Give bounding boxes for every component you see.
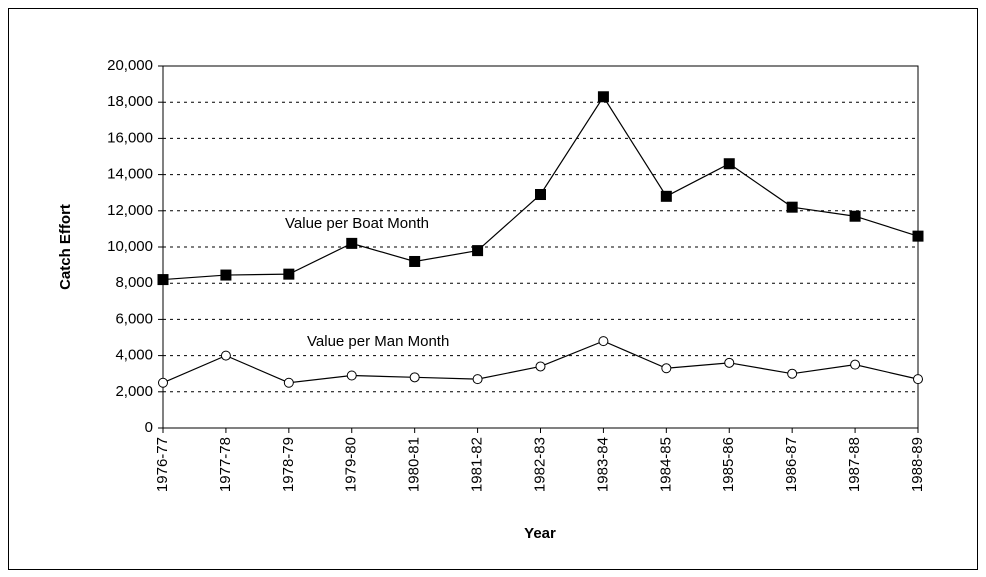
data-point (220, 350, 231, 361)
y-tick-label: 0 (145, 419, 153, 436)
y-tick-label: 6,000 (115, 310, 153, 327)
x-tick-label: 1977-78 (217, 437, 234, 492)
data-point (409, 255, 421, 267)
y-tick-label: 12,000 (107, 202, 153, 219)
data-point (158, 377, 168, 388)
x-axis-title: Year (524, 525, 556, 542)
x-tick-label: 1983-84 (594, 437, 611, 492)
data-point (723, 158, 735, 170)
series-label: Value per Man Month (307, 333, 449, 350)
data-point (660, 190, 672, 202)
x-tick-label: 1985-86 (720, 437, 737, 492)
y-tick-label: 14,000 (107, 166, 153, 183)
x-tick-label: 1978-79 (280, 437, 297, 492)
data-point (535, 361, 546, 372)
data-point (661, 363, 672, 374)
y-tick-label: 8,000 (115, 274, 153, 291)
x-tick-label: 1986-87 (783, 437, 800, 492)
y-tick-label: 18,000 (107, 93, 153, 110)
data-point (346, 237, 358, 249)
data-point (849, 210, 861, 222)
data-point (850, 359, 861, 370)
y-tick-label: 16,000 (107, 129, 153, 146)
x-tick-label: 1976-77 (154, 437, 171, 492)
y-tick-label: 10,000 (107, 238, 153, 255)
data-point (283, 268, 295, 280)
data-point (283, 377, 294, 388)
data-point (220, 269, 232, 281)
data-point (912, 230, 924, 242)
data-point (597, 91, 609, 103)
x-tick-label: 1982-83 (531, 437, 548, 492)
data-point (724, 357, 735, 368)
data-point (472, 374, 483, 385)
x-tick-label: 1988-89 (909, 437, 926, 492)
y-tick-label: 20,000 (107, 57, 153, 74)
data-point (346, 370, 357, 381)
x-tick-label: 1984-85 (657, 437, 674, 492)
data-point (786, 201, 798, 213)
data-point (787, 368, 798, 379)
x-tick-label: 1981-82 (469, 437, 486, 492)
y-axis-title: Catch Effort (57, 204, 74, 290)
data-point (157, 274, 169, 286)
y-tick-label: 2,000 (115, 383, 153, 400)
y-tick-label: 4,000 (115, 347, 153, 364)
data-point (913, 374, 923, 385)
x-tick-label: 1980-81 (406, 437, 423, 492)
data-point (472, 245, 484, 257)
data-point (535, 189, 546, 201)
data-point (409, 372, 420, 383)
x-tick-label: 1987-88 (846, 437, 863, 492)
series-label: Value per Boat Month (285, 215, 429, 232)
x-tick-label: 1979-80 (343, 437, 360, 492)
data-point (598, 336, 609, 347)
